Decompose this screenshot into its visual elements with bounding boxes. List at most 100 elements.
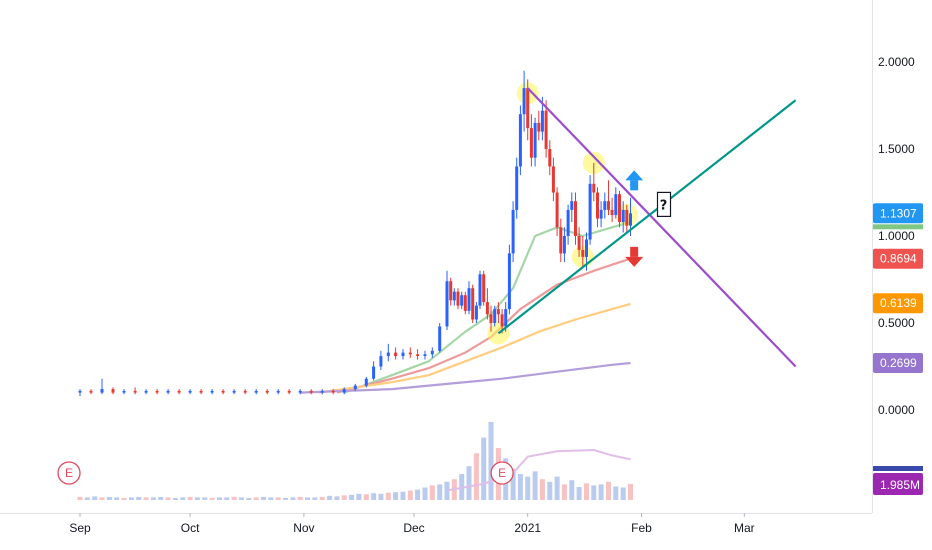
candle-body	[463, 295, 467, 311]
candle	[555, 187, 559, 236]
candle-body	[585, 239, 588, 257]
candle	[463, 291, 467, 315]
price-tick-label: 1.5000	[878, 142, 915, 156]
candle	[166, 389, 170, 395]
candle-body	[144, 390, 148, 393]
candle-body	[430, 350, 434, 355]
candle	[379, 350, 383, 370]
volume-bar	[628, 483, 633, 500]
candle	[478, 270, 482, 310]
candle-body	[555, 192, 559, 228]
volume-bar	[158, 496, 164, 500]
arrow-head	[625, 170, 644, 181]
volume-bar	[363, 494, 369, 500]
candle-body	[478, 274, 482, 306]
candle-body	[379, 356, 383, 367]
candle	[372, 361, 376, 381]
candle	[210, 389, 214, 395]
price-tag-background	[873, 248, 923, 269]
candle-body	[533, 122, 537, 158]
candle	[232, 389, 236, 395]
candle-body	[551, 166, 555, 193]
candle-body	[614, 194, 618, 216]
volume-bar	[576, 487, 582, 500]
annotation-box: ?	[656, 191, 672, 217]
volume-bar	[517, 474, 523, 500]
candle-body	[232, 390, 236, 393]
volume-bar	[136, 496, 142, 500]
candle-body	[548, 149, 552, 167]
volume-bar	[561, 484, 567, 500]
candle-body	[566, 209, 570, 236]
candle	[603, 192, 607, 219]
candle	[144, 389, 148, 395]
volume-bar	[114, 497, 120, 500]
price-tag-background	[873, 203, 923, 224]
time-tick-label: 2021	[514, 521, 541, 535]
arrows	[625, 170, 644, 267]
volume-bar	[312, 497, 318, 500]
candle-body	[507, 253, 511, 310]
arrow-head	[625, 256, 644, 267]
candle-body	[342, 389, 346, 393]
candle-body	[500, 314, 504, 327]
candle-body	[122, 390, 126, 393]
price-tick-label: 1.0000	[878, 229, 915, 243]
volume-bar	[334, 496, 340, 500]
candle-body	[89, 390, 93, 393]
volume-bar	[128, 497, 134, 500]
volume-bar	[620, 487, 626, 500]
price-tag-background	[873, 353, 923, 373]
candle-body	[423, 354, 427, 356]
volume-bar	[305, 497, 310, 500]
trendline	[526, 87, 797, 368]
candle	[485, 288, 489, 320]
candle-body	[386, 352, 390, 357]
candle	[592, 162, 596, 202]
candle	[577, 227, 581, 257]
price-tag-label: 0.8694	[880, 252, 917, 266]
volume-bar	[429, 485, 435, 500]
candle-body	[265, 390, 269, 393]
candle-body	[199, 390, 203, 393]
candle	[177, 389, 181, 395]
volume-bar	[444, 481, 450, 500]
candle-body	[287, 390, 291, 393]
time-tick-label: Mar	[734, 521, 755, 535]
candle-body	[309, 390, 313, 393]
candle	[188, 389, 192, 395]
volume-bar	[415, 489, 421, 500]
volume-bar	[473, 453, 479, 500]
moving-averages	[300, 221, 631, 394]
earnings-circle	[490, 461, 514, 485]
volume-bar	[217, 497, 222, 500]
candle	[496, 302, 500, 323]
candle-body	[596, 192, 599, 219]
candle	[265, 389, 269, 395]
candle-body	[496, 309, 500, 315]
candle-body	[372, 366, 376, 379]
candle	[614, 187, 618, 219]
moving-average-line	[343, 221, 631, 394]
candle-body	[529, 128, 533, 158]
candle	[438, 323, 442, 353]
candle-body	[438, 326, 442, 351]
candle	[474, 302, 478, 323]
arrow-shaft	[630, 180, 639, 191]
candle	[610, 197, 614, 223]
arrow-shaft	[630, 246, 639, 257]
volume-bar	[378, 493, 384, 500]
candle-body	[78, 390, 82, 393]
volume-bar	[209, 497, 215, 500]
volume-bar	[283, 497, 288, 500]
volume-bar	[106, 496, 112, 500]
candle	[562, 227, 566, 263]
candle-body	[331, 390, 335, 393]
price-tag: 0.6139	[873, 293, 923, 314]
volume-bar	[606, 481, 611, 500]
candle	[537, 110, 541, 141]
candle	[353, 383, 357, 391]
candle-body	[155, 390, 159, 393]
